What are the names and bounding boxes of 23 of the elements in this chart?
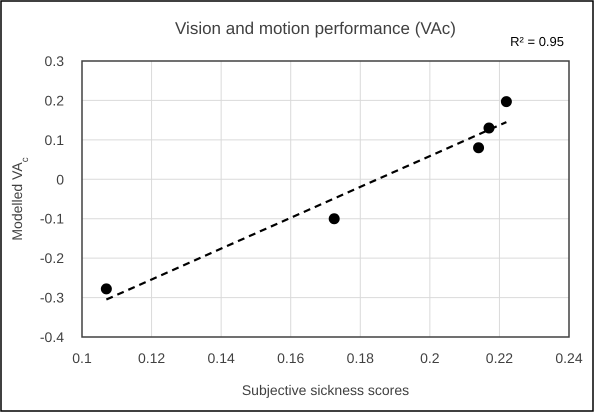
y-tick-label: -0.3 xyxy=(40,290,64,306)
chart-title: Vision and motion performance (VAc) xyxy=(175,19,456,38)
point xyxy=(500,96,512,108)
y-tick-label: 0.1 xyxy=(44,132,64,148)
y-tick-label: -0.2 xyxy=(40,250,64,266)
y-tick-label: 0.3 xyxy=(44,53,64,69)
y-tick-label: 0 xyxy=(56,171,64,188)
point xyxy=(100,283,112,294)
x-tick-label: 0.2 xyxy=(420,350,440,366)
x-tick-label: 0.14 xyxy=(208,350,235,366)
point xyxy=(328,213,340,224)
y-tick-label: 0.2 xyxy=(44,92,64,108)
x-tick-label: 0.12 xyxy=(138,350,166,366)
x-tick-label: 0.24 xyxy=(555,350,583,366)
point xyxy=(473,142,484,154)
x-tick-label: 0.1 xyxy=(72,350,92,366)
y-tick-label: -0.1 xyxy=(40,210,64,227)
x-tick-label: 0.16 xyxy=(277,350,305,366)
x-tick-label: 0.18 xyxy=(346,350,374,366)
y-tick-label: -0.4 xyxy=(40,329,64,345)
x-tick-label: 0.22 xyxy=(486,350,514,366)
text: R² = 0.95 xyxy=(510,34,564,49)
x-axis-title: Subjective sickness scores xyxy=(242,382,410,398)
